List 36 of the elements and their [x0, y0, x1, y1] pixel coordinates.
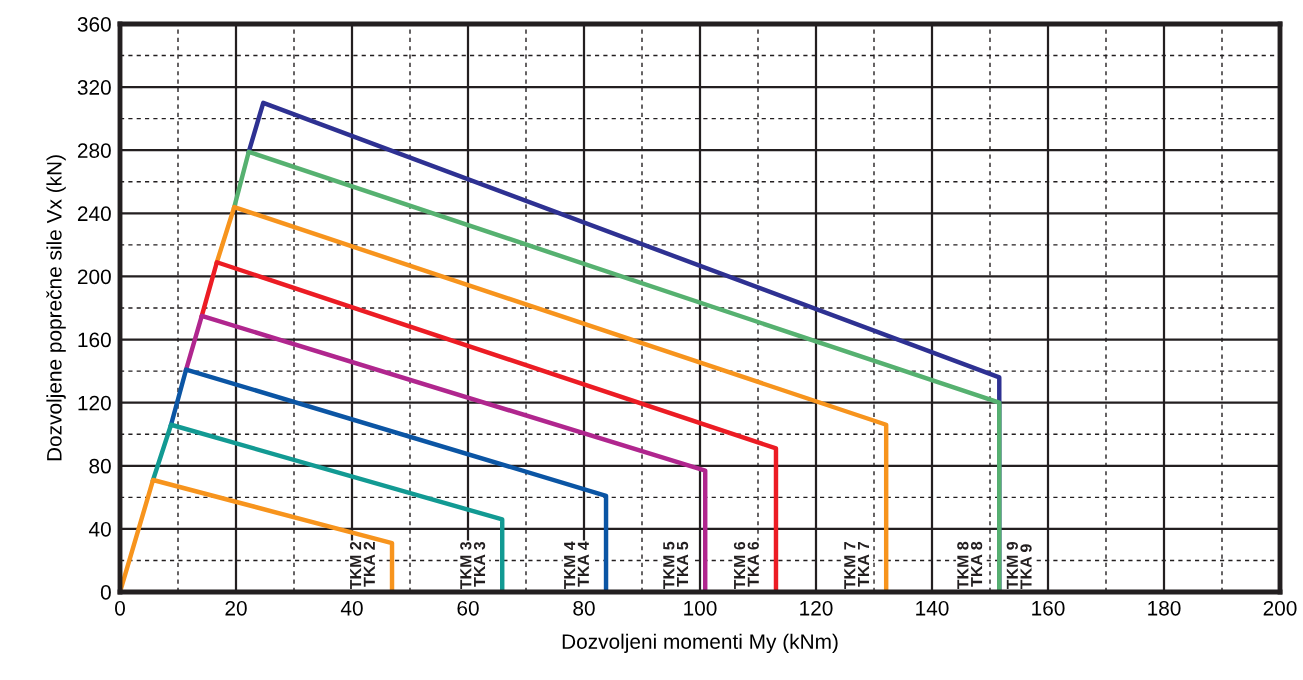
y-tick-label: 360	[77, 17, 111, 32]
x-tick-label: 100	[684, 600, 717, 616]
text: TKM 4 TKA 4	[564, 541, 589, 590]
line-series	[214, 204, 889, 592]
x-tick-label: 120	[800, 600, 833, 616]
x-tick-label: 20	[225, 600, 247, 616]
y-tick-label: 160	[78, 332, 111, 348]
y-tick-label: 0	[100, 585, 111, 600]
y-tick-label: 40	[88, 521, 111, 537]
y-tick-label: 320	[77, 80, 111, 95]
x-tick-label: 200	[1263, 600, 1297, 616]
text: TKM 7 TKA 7	[844, 542, 869, 590]
line-series	[150, 422, 505, 592]
y-tick-label: 240	[77, 206, 111, 222]
x-tick-label: 40	[340, 600, 363, 616]
x-tick-label: 80	[573, 600, 595, 616]
line-series	[168, 367, 609, 592]
x-tick-label: 160	[1032, 600, 1065, 616]
text: TKM 6 TKA 6	[733, 541, 759, 590]
y-tick-label: 200	[77, 269, 111, 285]
text: TKM 9 TKA 9	[1006, 541, 1032, 590]
y-axis-title: Dozvoljene poprečne sile Vx (kN)	[46, 155, 66, 461]
y-tick-label: 80	[89, 458, 111, 474]
x-tick-label: 180	[1148, 600, 1181, 616]
text: TKM 8 TKA 8	[957, 541, 983, 590]
line-series	[199, 260, 779, 592]
x-axis-title: Dozvoljeni momenti My (kNm)	[562, 633, 838, 654]
y-tick-label: 120	[78, 395, 111, 411]
text: TKM 5 TKA 5	[663, 541, 689, 590]
text: TKM 2 TKA 2	[349, 541, 375, 590]
x-tick-label: 140	[916, 600, 949, 616]
line-series	[183, 313, 708, 592]
x-tick-label: 60	[457, 600, 479, 616]
x-tick-label: 0	[115, 600, 125, 616]
text: TKM 3 TKA 3	[460, 541, 486, 590]
y-tick-label: 280	[77, 143, 111, 158]
